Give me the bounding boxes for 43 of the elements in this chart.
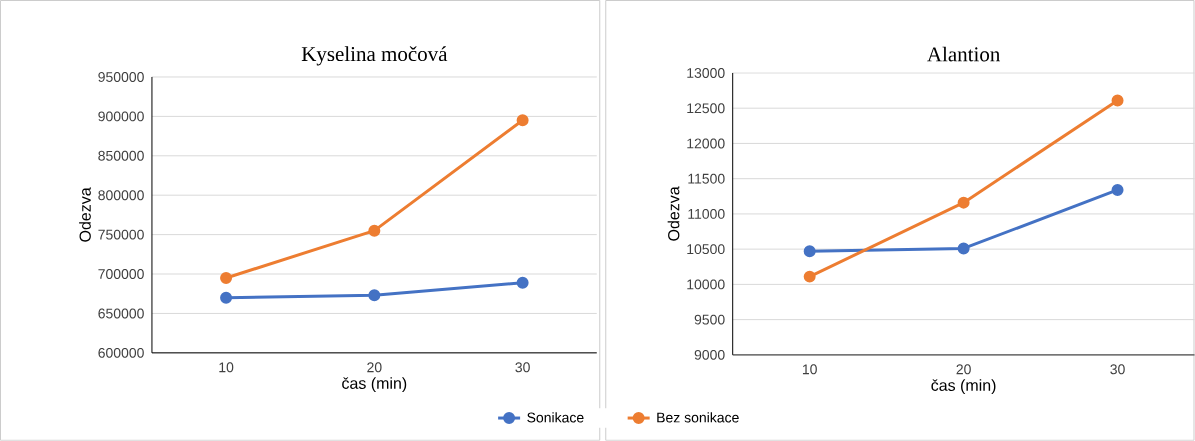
point (516, 114, 529, 127)
y-tick-label: 9000 (694, 349, 725, 360)
x-tick-label: 20 (956, 364, 971, 375)
point (803, 270, 816, 283)
point (516, 276, 529, 289)
legend-label: Sonikace (527, 412, 584, 423)
point (368, 289, 381, 302)
y-tick-label: 800000 (98, 190, 144, 201)
y-tick-label: 11000 (688, 209, 725, 219)
y-tick-label: 650000 (98, 308, 144, 319)
y-tick-label: 11500 (688, 173, 725, 184)
point (220, 272, 233, 285)
point (957, 242, 970, 255)
y-tick-label: 900000 (98, 111, 144, 122)
y-tick-label: 10500 (687, 244, 725, 255)
x-tick-label: 30 (1110, 364, 1125, 375)
y-tick-label: 9500 (694, 314, 725, 325)
y-tick-label: 750000 (98, 229, 144, 240)
x-axis-title: čas (min) (931, 379, 996, 395)
x-tick-label: 30 (515, 362, 530, 373)
y-tick-label: 700000 (98, 269, 144, 280)
y-tick-label: 600000 (98, 347, 144, 358)
point (220, 291, 233, 304)
x-axis-title: čas (min) (342, 377, 407, 393)
point (1111, 94, 1124, 107)
point (1111, 184, 1124, 197)
point (368, 224, 381, 237)
y-tick-label: 12000 (687, 138, 725, 149)
x-tick-label: 20 (367, 362, 382, 373)
y-tick-label: 10000 (687, 279, 725, 290)
x-tick-label: 10 (219, 362, 234, 373)
x-tick-label: 10 (802, 364, 817, 375)
y-tick-label: 12500 (687, 103, 725, 114)
y-tick-label: 850000 (98, 150, 144, 161)
point (803, 245, 816, 258)
y-axis-title: Odezva (79, 187, 91, 242)
y-tick-label: 950000 (98, 72, 144, 83)
y-tick-label: 13000 (687, 68, 725, 79)
y-axis-title: Odezva (667, 186, 680, 241)
chart-title: Kyselina močová (301, 46, 448, 66)
point (957, 196, 970, 209)
legend-label: Bez sonikace (657, 412, 739, 423)
chart-title: Alantion (927, 46, 1001, 62)
